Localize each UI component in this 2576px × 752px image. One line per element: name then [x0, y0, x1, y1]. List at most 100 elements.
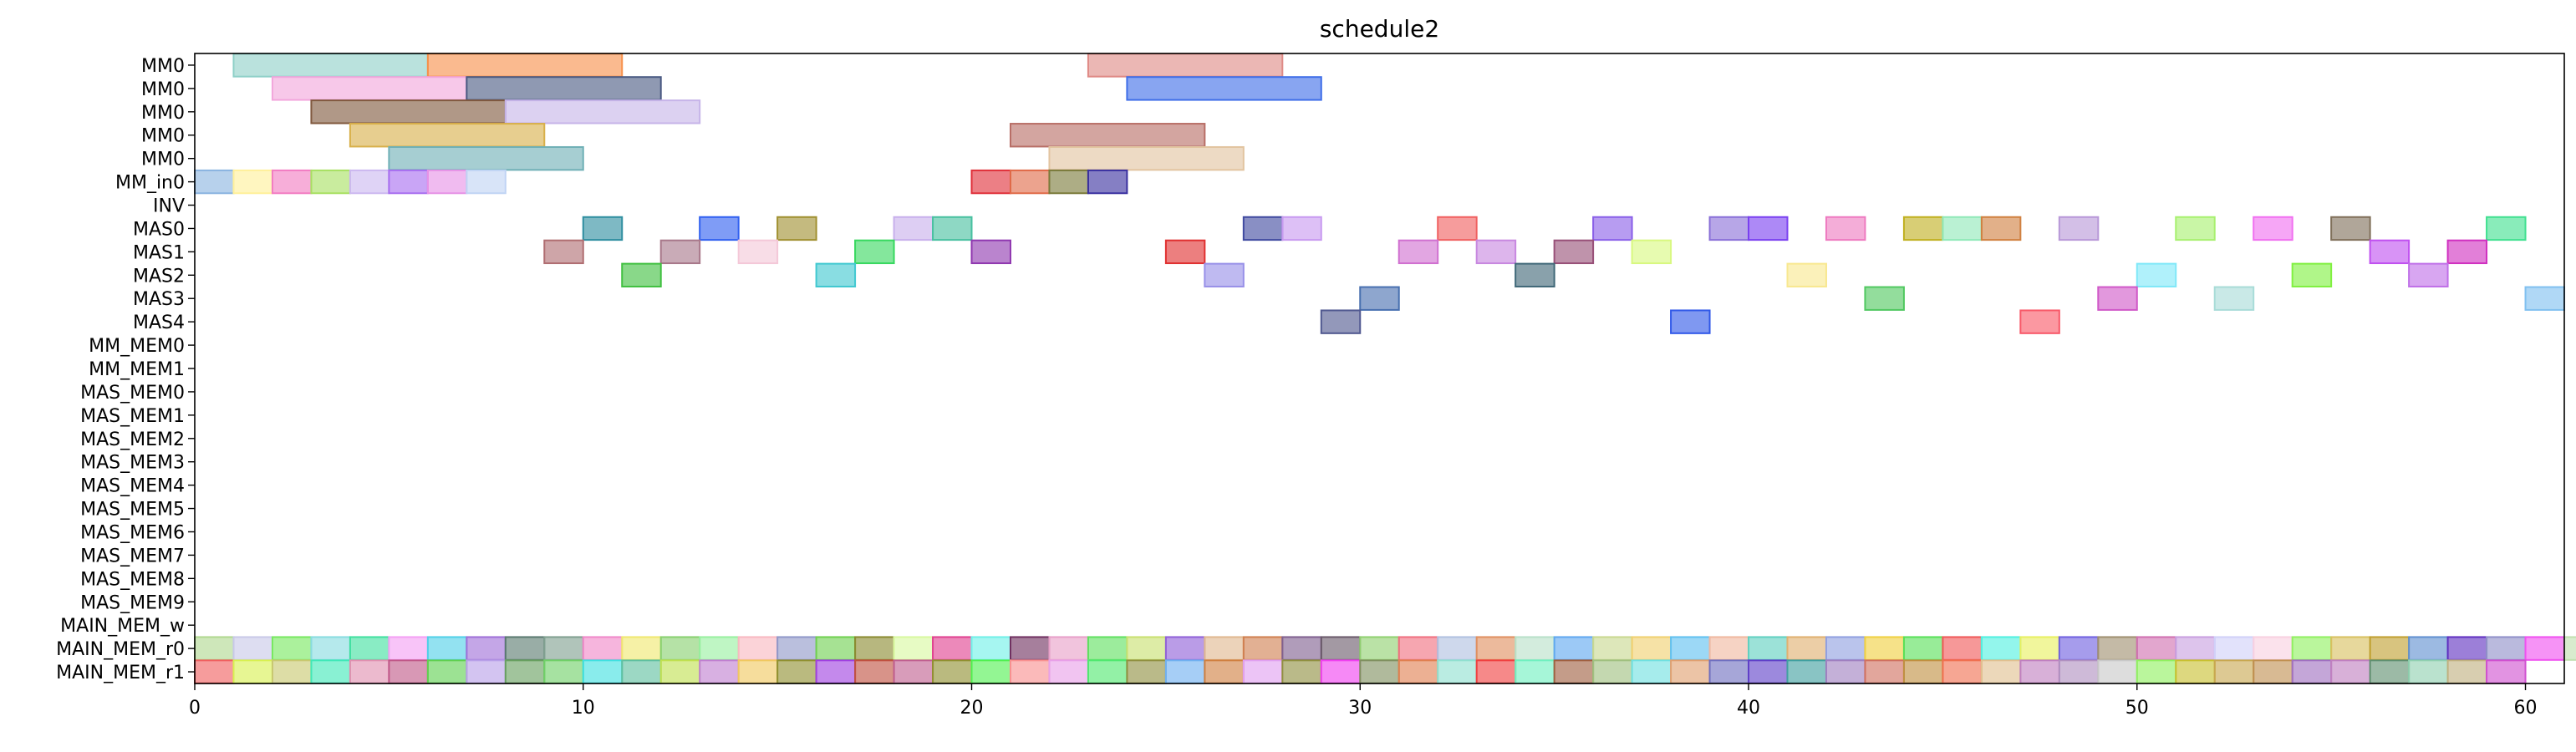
memory-slot-bar	[1320, 636, 1362, 661]
task-bar	[659, 239, 701, 265]
task-bar	[2486, 216, 2527, 241]
task-bar	[426, 53, 624, 78]
task-bar	[232, 169, 273, 195]
task-bar	[1592, 216, 1633, 241]
memory-slot-bar	[1009, 636, 1051, 661]
memory-slot-bar	[1126, 636, 1167, 661]
memory-slot-bar	[388, 636, 429, 661]
task-bar	[1670, 309, 1711, 334]
memory-slot-bar	[776, 636, 817, 661]
chart-marks	[194, 53, 2576, 684]
memory-slot-bar	[2486, 659, 2527, 684]
memory-slot-bar	[1631, 659, 1672, 684]
memory-slot-bar	[699, 659, 740, 684]
y-tick-label: MAS4	[133, 312, 185, 333]
memory-slot-bar	[2408, 636, 2449, 661]
task-bar	[2446, 239, 2488, 265]
y-tick-label: MAS_MEM5	[80, 500, 185, 521]
y-tick-label: MM_in0	[115, 173, 185, 194]
memory-slot-bar	[2291, 636, 2333, 661]
task-bar	[1864, 286, 1905, 311]
task-bar	[1087, 53, 1284, 78]
task-bar	[2330, 216, 2371, 241]
memory-slot-bar	[1009, 659, 1051, 684]
memory-slot-bar	[2019, 659, 2060, 684]
memory-slot-bar	[2408, 659, 2449, 684]
task-bar	[776, 216, 817, 241]
task-bar	[2097, 286, 2138, 311]
task-bar	[699, 216, 740, 241]
memory-slot-bar	[1087, 659, 1128, 684]
memory-slot-bar	[1242, 659, 1284, 684]
y-tick-label: MM0	[141, 79, 185, 100]
memory-slot-bar	[2213, 659, 2255, 684]
task-bar	[970, 169, 1011, 195]
memory-slot-bar	[1359, 659, 1400, 684]
task-bar	[2175, 216, 2216, 241]
memory-slot-bar	[2330, 636, 2371, 661]
task-bar	[2136, 262, 2177, 287]
memory-slot-bar	[426, 659, 468, 684]
task-bar	[504, 99, 701, 124]
task-bar	[1980, 216, 2022, 241]
memory-slot-bar	[1126, 659, 1167, 684]
memory-slot-bar	[1281, 636, 1322, 661]
task-bar	[1164, 239, 1206, 265]
memory-slot-bar	[2058, 659, 2100, 684]
task-bar	[893, 216, 934, 241]
memory-slot-bar	[466, 636, 507, 661]
task-bar	[1009, 169, 1051, 195]
memory-slot-bar	[2291, 659, 2333, 684]
task-bar	[970, 239, 1011, 265]
memory-slot-bar	[659, 636, 701, 661]
task-bar	[1515, 262, 1555, 287]
task-bar	[1786, 262, 1827, 287]
y-tick-label: MAS_MEM4	[80, 476, 185, 497]
task-bar	[932, 216, 973, 241]
memory-slot-bar	[1475, 636, 1517, 661]
memory-slot-bar	[543, 659, 584, 684]
task-bar	[2253, 216, 2293, 241]
x-axis: 0 10 20 30 40 50 60	[189, 683, 2538, 719]
task-bar	[271, 76, 468, 101]
memory-slot-bar	[970, 636, 1011, 661]
memory-slot-bar	[2058, 636, 2100, 661]
memory-slot-bar	[1592, 636, 1633, 661]
memory-slot-bar	[776, 659, 817, 684]
task-bar	[1631, 239, 1672, 265]
y-tick-label: MAS1	[133, 242, 185, 263]
memory-slot-bar	[970, 659, 1011, 684]
task-bar	[1708, 216, 1750, 241]
y-tick-label: MM_MEM1	[89, 359, 185, 380]
chart-title: schedule2	[1320, 15, 1439, 43]
y-tick-label: MAS_MEM7	[80, 546, 185, 567]
task-bar	[543, 239, 584, 265]
memory-slot-bar	[737, 659, 779, 684]
memory-slot-bar	[1397, 659, 1439, 684]
memory-slot-bar	[1515, 636, 1555, 661]
y-tick-label: MM0	[141, 103, 185, 124]
memory-slot-bar	[2136, 636, 2177, 661]
memory-slot-bar	[1864, 636, 1905, 661]
task-bar	[2019, 309, 2060, 334]
memory-slot-bar	[1980, 636, 2022, 661]
task-bar	[2369, 239, 2411, 265]
x-tick-label: 50	[2125, 698, 2149, 719]
memory-slot-bar	[1204, 636, 1245, 661]
memory-slot-bar	[1359, 636, 1400, 661]
memory-slot-bar	[194, 659, 235, 684]
task-bar	[854, 239, 895, 265]
memory-slot-bar	[582, 636, 624, 661]
y-tick-label: MM_MEM0	[89, 336, 185, 357]
task-bar	[1204, 262, 1245, 287]
task-bar	[349, 123, 546, 148]
task-bar	[310, 99, 507, 124]
task-bar	[310, 169, 351, 195]
task-bar	[2524, 286, 2566, 311]
memory-slot-bar	[1437, 659, 1478, 684]
task-bar	[271, 169, 313, 195]
memory-slot-bar	[2253, 659, 2293, 684]
memory-slot-bar	[2563, 636, 2576, 661]
task-bar	[737, 239, 779, 265]
task-bar	[349, 169, 390, 195]
